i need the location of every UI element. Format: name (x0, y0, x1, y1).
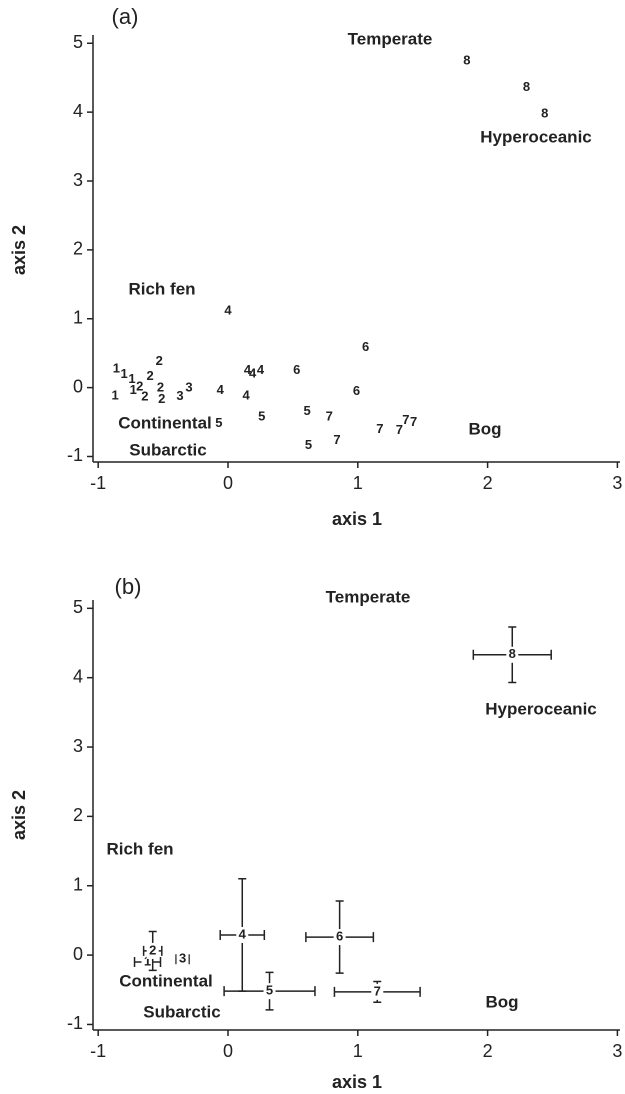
annotation: Bog (468, 419, 501, 438)
point: 4 (224, 303, 232, 318)
centroid: 2 (149, 942, 156, 957)
y-axis-label: axis 2 (9, 790, 29, 840)
point: 5 (215, 415, 222, 430)
y-tick-label: 5 (73, 32, 83, 52)
y-tick-label: 3 (73, 170, 83, 190)
point: 3 (185, 380, 192, 395)
point: 2 (158, 391, 165, 406)
y-tick-label: 1 (73, 874, 83, 894)
point: 1 (128, 371, 135, 386)
centroid: 5 (266, 983, 273, 998)
label-backdrop (506, 646, 519, 663)
annotation: Hyperoceanic (480, 127, 592, 146)
x-axis-label: axis 1 (332, 1072, 382, 1092)
y-tick-label: 1 (73, 307, 83, 327)
point: 2 (136, 378, 143, 393)
x-tick-label: 3 (612, 1041, 622, 1061)
y-tick-label: -1 (67, 1013, 83, 1033)
y-tick-label: 4 (73, 101, 83, 121)
label-backdrop (236, 926, 249, 943)
x-tick-label: 0 (223, 1041, 233, 1061)
panel-label: (a) (112, 4, 139, 29)
point: 6 (353, 383, 360, 398)
point: 1 (130, 382, 137, 397)
point: 1 (111, 387, 118, 402)
point: 4 (244, 362, 252, 377)
point: 2 (156, 353, 163, 368)
centroid: 8 (509, 646, 516, 661)
annotation: Continental (119, 971, 213, 990)
annotation: Bog (485, 992, 518, 1011)
point: 8 (523, 79, 530, 94)
centroid: 7 (374, 983, 381, 998)
point: 7 (402, 412, 409, 427)
x-tick-label: 3 (612, 473, 622, 493)
point: 4 (243, 387, 251, 402)
point: 2 (141, 389, 148, 404)
x-tick-label: 2 (483, 1041, 493, 1061)
annotation: Temperate (326, 587, 411, 606)
annotation: Rich fen (106, 839, 173, 858)
point: 4 (257, 362, 265, 377)
centroid: 3 (179, 951, 186, 966)
label-backdrop (333, 929, 346, 946)
y-tick-label: -1 (67, 445, 83, 465)
point: 5 (258, 409, 265, 424)
x-tick-label: 1 (353, 473, 363, 493)
point: 4 (249, 365, 257, 380)
y-tick-label: 3 (73, 736, 83, 756)
centroid: 1 (144, 953, 151, 968)
point: 7 (333, 432, 340, 447)
label-backdrop (263, 983, 276, 1000)
label-backdrop (176, 951, 189, 968)
point: 8 (541, 106, 548, 121)
y-tick-label: 2 (73, 805, 83, 825)
x-tick-label: 2 (483, 473, 493, 493)
point: 1 (113, 360, 120, 375)
annotation: Subarctic (143, 1002, 220, 1021)
point: 5 (305, 437, 312, 452)
annotation: Hyperoceanic (485, 699, 597, 718)
point: 1 (121, 366, 128, 381)
y-tick-label: 5 (73, 597, 83, 617)
y-tick-label: 2 (73, 239, 83, 259)
point: 7 (396, 422, 403, 437)
label-backdrop (146, 942, 159, 959)
point: 3 (176, 388, 183, 403)
annotation: Temperate (348, 29, 433, 48)
point: 7 (410, 414, 417, 429)
centroid: 6 (336, 929, 343, 944)
point: 7 (326, 409, 333, 424)
point: 2 (157, 380, 164, 395)
point: 8 (463, 53, 470, 68)
annotation: Rich fen (128, 279, 195, 298)
annotation: Subarctic (129, 440, 206, 459)
point: 4 (217, 382, 225, 397)
label-backdrop (371, 983, 384, 1000)
point: 2 (146, 368, 153, 383)
y-axis-label: axis 2 (9, 225, 29, 275)
x-tick-label: -1 (90, 473, 106, 493)
point: 7 (376, 421, 383, 436)
centroid: 4 (239, 926, 247, 941)
annotation: Continental (118, 413, 212, 432)
y-tick-label: 4 (73, 666, 83, 686)
point: 6 (362, 339, 369, 354)
y-tick-label: 0 (73, 376, 83, 396)
x-tick-label: 1 (353, 1041, 363, 1061)
x-tick-label: 0 (223, 473, 233, 493)
point: 5 (304, 403, 311, 418)
panel-label: (b) (115, 574, 142, 599)
x-axis-label: axis 1 (332, 509, 382, 529)
y-tick-label: 0 (73, 944, 83, 964)
point: 6 (293, 362, 300, 377)
x-tick-label: -1 (90, 1041, 106, 1061)
